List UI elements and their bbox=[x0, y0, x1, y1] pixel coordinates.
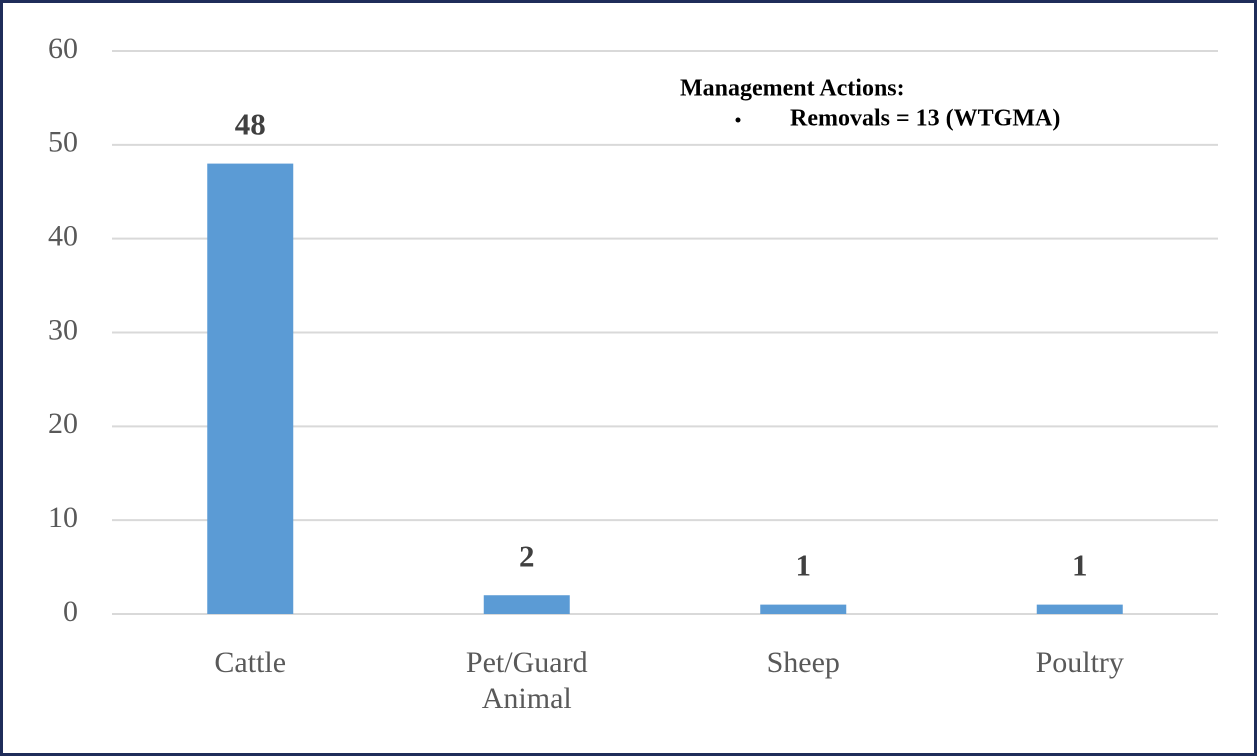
annotation-bullet bbox=[735, 117, 741, 123]
x-tick-label: Cattle bbox=[214, 646, 287, 679]
y-tick-label: 0 bbox=[63, 595, 78, 628]
annotation-item: Removals = 13 (WTGMA) bbox=[790, 106, 1060, 132]
bar bbox=[760, 604, 847, 614]
data-label: 2 bbox=[519, 538, 535, 573]
bar bbox=[483, 595, 570, 614]
bar bbox=[1036, 604, 1123, 614]
data-label: 1 bbox=[1072, 548, 1088, 583]
bar bbox=[207, 163, 294, 614]
annotation-heading: Management Actions: bbox=[680, 76, 905, 102]
y-tick-label: 20 bbox=[48, 407, 78, 440]
data-label: 48 bbox=[235, 107, 266, 142]
y-tick-label: 50 bbox=[48, 126, 78, 159]
x-tick-label: Poultry bbox=[1035, 646, 1124, 679]
data-label: 1 bbox=[796, 548, 812, 583]
x-tick-label: Pet/Guard Animal bbox=[465, 646, 588, 715]
y-tick-label: 40 bbox=[48, 220, 78, 253]
y-tick-label: 10 bbox=[48, 501, 78, 534]
y-tick-label: 30 bbox=[48, 313, 78, 346]
y-tick-label: 60 bbox=[48, 32, 78, 65]
x-tick-label: Sheep bbox=[766, 646, 840, 679]
